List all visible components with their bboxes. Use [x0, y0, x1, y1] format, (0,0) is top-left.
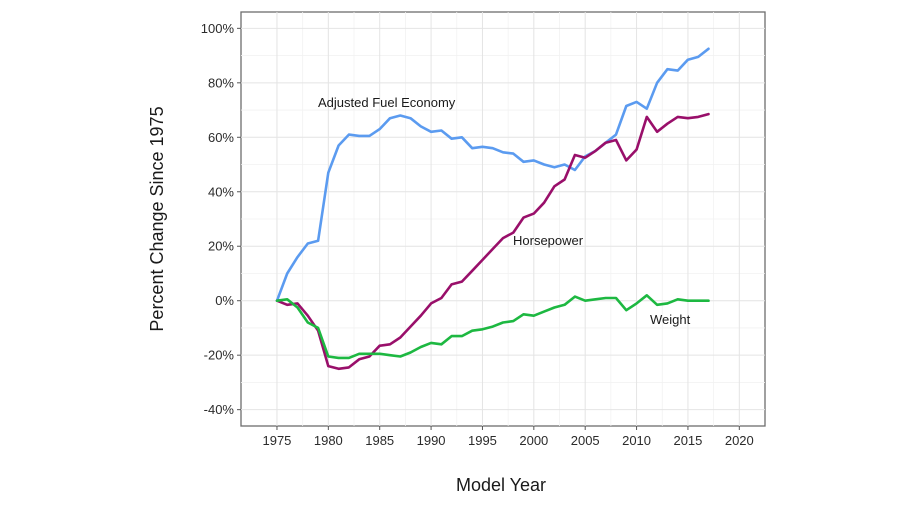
y-tick-label: -20% — [204, 348, 235, 363]
x-axis: 1975 1980 1985 1990 1995 2000 2005 2010 2015 2020 — [262, 426, 754, 448]
x-tick-label: 1980 — [314, 433, 343, 448]
series-label-fuel-economy: Adjusted Fuel Economy — [318, 95, 456, 110]
x-tick-label: 2005 — [571, 433, 600, 448]
series-label-horsepower: Horsepower — [513, 233, 584, 248]
y-tick-label: 80% — [208, 75, 234, 90]
y-tick-label: 100% — [201, 21, 235, 36]
series-label-weight: Weight — [650, 312, 691, 327]
x-tick-label: 1985 — [365, 433, 394, 448]
y-tick-label: 20% — [208, 239, 234, 254]
x-tick-label: 2000 — [519, 433, 548, 448]
x-tick-label: 2015 — [673, 433, 702, 448]
y-tick-label: 0% — [215, 293, 234, 308]
x-axis-title: Model Year — [456, 475, 546, 495]
y-tick-label: 60% — [208, 130, 234, 145]
series-line-adjusted-fuel-economy — [275, 47, 710, 303]
series-lines — [275, 47, 710, 371]
x-tick-label: 1995 — [468, 433, 497, 448]
y-axis: -40% -20% 0% 20% 40% 60% 80% 100% — [201, 21, 241, 417]
y-tick-label: 40% — [208, 184, 234, 199]
gridlines — [241, 12, 765, 426]
y-axis-title: Percent Change Since 1975 — [147, 106, 167, 331]
x-tick-label: 1990 — [417, 433, 446, 448]
y-tick-label: -40% — [204, 402, 235, 417]
x-tick-label: 1975 — [262, 433, 291, 448]
x-tick-label: 2010 — [622, 433, 651, 448]
x-tick-label: 2020 — [725, 433, 754, 448]
series-line-weight — [275, 293, 710, 360]
series-line-horsepower — [275, 112, 710, 371]
